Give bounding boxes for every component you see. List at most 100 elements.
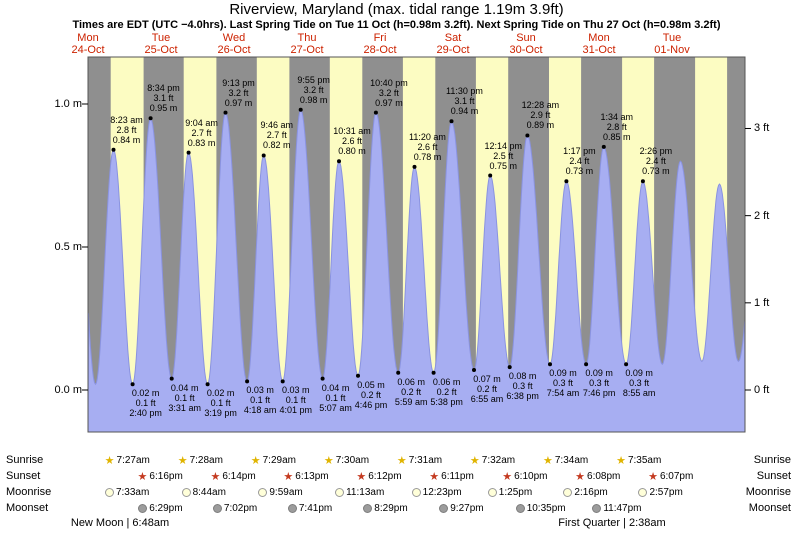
tide-point-dot <box>320 376 325 381</box>
tide-high-label: 9:13 pm 3.2 ft 0.97 m <box>207 78 271 108</box>
tide-label-line: 1:34 am <box>600 111 634 122</box>
tide-label-line: 0.05 m <box>357 379 385 390</box>
day-date: 25-Oct <box>144 44 178 56</box>
tide-label-line: 9:13 pm <box>222 77 255 88</box>
moonrise-icon <box>104 488 114 497</box>
tide-label-line: 0.1 ft <box>250 395 271 406</box>
sunset-time: 6:11pm <box>441 471 474 482</box>
day-name: Mon <box>77 32 99 44</box>
tide-high-label: 8:23 am 2.8 ft 0.84 m <box>94 115 158 145</box>
tide-high-label: 11:30 pm 3.1 ft 0.94 m <box>432 86 496 116</box>
sunrise-time: 7:35am <box>627 455 662 466</box>
tide-point-dot <box>624 362 629 367</box>
tide-label-line: 2.6 ft <box>341 136 362 147</box>
y-axis-label-ft: 0 ft <box>754 384 770 396</box>
tide-label-line: 5:59 am <box>394 396 428 407</box>
tide-label-line: 7:46 pm <box>582 388 616 399</box>
moon-phase-caption: New Moon | 6:48am <box>70 517 170 529</box>
y-axis-label-ft: 2 ft <box>754 209 770 222</box>
day-name: Mon <box>588 32 610 44</box>
moonset-time: 7:41pm <box>298 503 333 514</box>
tide-label-line: 9:04 am <box>185 117 218 128</box>
tide-label-line: 0.1 ft <box>135 398 156 409</box>
tide-label-line: 12:28 am <box>521 100 560 111</box>
tide-label-line: 11:20 am <box>409 131 446 142</box>
tide-point-dot <box>356 373 360 378</box>
tide-low-label: 0.04 m 0.1 ft 3:31 am <box>153 383 217 413</box>
tide-label-line: 3:31 am <box>168 402 201 413</box>
tide-low-label: 0.04 m 0.1 ft 5:07 am <box>304 383 368 413</box>
sunrise-time: 7:30am <box>335 455 370 466</box>
tide-label-line: 2.5 ft <box>493 150 514 161</box>
tide-label-line: 3.1 ft <box>153 93 174 104</box>
tide-label-line: 0.98 m <box>299 94 328 105</box>
sunset-row-label-right: Sunset <box>756 470 791 482</box>
tide-label-line: 2.7 ft <box>266 130 287 141</box>
tide-label-line: 0.3 ft <box>553 378 574 389</box>
day-date: 28-Oct <box>363 44 397 56</box>
tide-label-line: 0.2 ft <box>436 386 457 397</box>
tide-low-label: 0.06 m 0.2 ft 5:38 pm <box>415 377 479 407</box>
sunrise-entry: ★ 7:31am <box>397 454 442 467</box>
tide-label-line: 0.1 ft <box>210 398 231 409</box>
sunset-entry: ★ 6:16pm <box>138 470 183 483</box>
day-date: 30-Oct <box>509 44 543 56</box>
sunrise-star-icon: ★ <box>104 454 115 467</box>
tide-label-line: 4:46 pm <box>354 399 388 410</box>
day-date: 24-Oct <box>71 44 105 56</box>
moonrise-icon <box>638 488 648 497</box>
sunset-row-label-left: Sunset <box>6 470 41 482</box>
moonset-icon <box>287 504 297 513</box>
tide-label-line: 4:01 pm <box>279 405 312 416</box>
tide-label-line: 2.4 ft <box>645 156 666 167</box>
sunset-star-icon: ★ <box>575 470 586 483</box>
tide-label-line: 11:30 pm <box>446 86 483 97</box>
sunrise-star-icon: ★ <box>469 454 480 467</box>
tide-point-dot <box>148 116 153 121</box>
tide-high-label: 9:55 pm 3.2 ft 0.98 m <box>282 75 346 105</box>
tide-label-line: 0.75 m <box>489 160 517 171</box>
tide-high-label: 9:04 am 2.7 ft 0.83 m <box>170 118 234 148</box>
tide-point-dot <box>280 379 285 384</box>
tide-high-label: 1:34 am 2.8 ft 0.85 m <box>585 112 649 142</box>
tide-label-line: 0.84 m <box>112 134 141 145</box>
day-label: Mon 31-Oct <box>582 32 615 56</box>
moonrise-entry: 12:23pm <box>411 486 462 499</box>
sunset-time: 6:07pm <box>659 471 694 482</box>
tide-point-dot <box>223 110 228 115</box>
tide-label-line: 3:19 pm <box>204 408 237 419</box>
sunset-time: 6:12pm <box>368 471 402 482</box>
tide-label-line: 0.78 m <box>413 151 442 162</box>
moonrise-icon <box>487 488 497 497</box>
day-label: Sun 30-Oct <box>509 32 542 56</box>
moonrise-row-label-right: Moonrise <box>745 486 791 498</box>
day-date: 29-Oct <box>436 44 470 56</box>
tide-label-line: 8:34 pm <box>147 83 180 94</box>
tide-point-dot <box>186 150 191 155</box>
sunrise-star-icon: ★ <box>396 454 407 467</box>
tide-point-dot <box>507 365 512 370</box>
sunrise-time: 7:31am <box>408 455 443 466</box>
sunrise-entry: ★ 7:35am <box>616 454 661 467</box>
tide-label-line: 0.2 ft <box>360 389 381 400</box>
moonset-icon <box>439 504 449 513</box>
sunrise-entry: ★ 7:34am <box>543 454 588 467</box>
tide-label-line: 2:40 pm <box>129 408 162 419</box>
tide-label-line: 5:38 pm <box>430 396 463 407</box>
tide-point-dot <box>640 179 645 184</box>
tide-label-line: 0.95 m <box>149 103 178 114</box>
tide-point-dot <box>525 133 530 138</box>
tide-label-line: 0.03 m <box>281 385 310 396</box>
sunset-star-icon: ★ <box>210 470 221 483</box>
tide-label-line: 0.3 ft <box>629 378 650 389</box>
tide-high-label: 8:34 pm 3.1 ft 0.95 m <box>132 83 196 113</box>
day-name: Tue <box>662 32 682 44</box>
day-name: Sat <box>444 32 462 44</box>
tide-label-line: 0.82 m <box>262 140 291 151</box>
tide-high-label: 1:17 pm 2.4 ft 0.73 m <box>547 146 611 176</box>
tide-label-line: 9:55 pm <box>297 74 330 85</box>
tide-label-line: 3.2 ft <box>303 84 324 95</box>
tide-point-dot <box>261 153 266 158</box>
tide-label-line: 0.09 m <box>549 368 577 379</box>
